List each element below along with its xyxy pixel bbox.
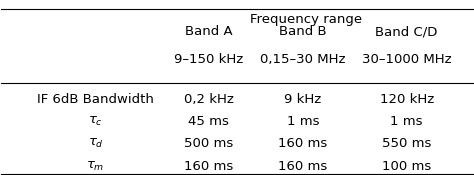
Text: Band A: Band A bbox=[185, 25, 233, 38]
Text: $\tau_c$: $\tau_c$ bbox=[88, 115, 103, 128]
Text: 100 ms: 100 ms bbox=[382, 159, 431, 173]
Text: 0,15–30 MHz: 0,15–30 MHz bbox=[260, 53, 346, 66]
Text: 9 kHz: 9 kHz bbox=[284, 93, 321, 106]
Text: 550 ms: 550 ms bbox=[382, 137, 431, 150]
Text: 160 ms: 160 ms bbox=[278, 137, 328, 150]
Text: $\tau_m$: $\tau_m$ bbox=[86, 159, 105, 173]
Text: 500 ms: 500 ms bbox=[184, 137, 233, 150]
Text: 1 ms: 1 ms bbox=[287, 115, 319, 128]
Text: Band C/D: Band C/D bbox=[375, 25, 438, 38]
Text: $\tau_d$: $\tau_d$ bbox=[88, 137, 104, 150]
Text: Frequency range: Frequency range bbox=[250, 13, 362, 26]
Text: 160 ms: 160 ms bbox=[184, 159, 233, 173]
Text: 45 ms: 45 ms bbox=[188, 115, 229, 128]
Text: 9–15​0 kHz: 9–15​0 kHz bbox=[174, 53, 243, 66]
Text: Band B: Band B bbox=[279, 25, 327, 38]
Text: 0,2 kHz: 0,2 kHz bbox=[184, 93, 234, 106]
Text: 160 ms: 160 ms bbox=[278, 159, 328, 173]
Text: 120 kHz: 120 kHz bbox=[380, 93, 434, 106]
Text: IF 6dB Bandwidth: IF 6dB Bandwidth bbox=[37, 93, 154, 106]
Text: 30–1000 MHz: 30–1000 MHz bbox=[362, 53, 451, 66]
Text: 1 ms: 1 ms bbox=[391, 115, 423, 128]
